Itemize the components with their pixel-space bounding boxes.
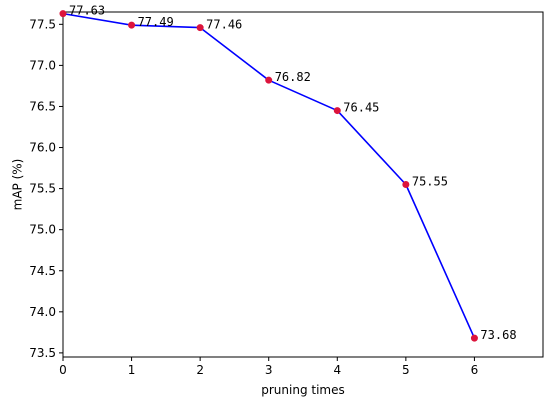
data-point <box>59 10 67 18</box>
data-point <box>470 334 478 342</box>
y-tick-label: 73.5 <box>29 346 56 360</box>
data-label: 77.63 <box>69 4 105 18</box>
y-tick-label: 74.5 <box>29 264 56 278</box>
x-axis-title: pruning times <box>261 383 345 397</box>
x-tick-label: 6 <box>471 363 479 377</box>
data-label: 73.68 <box>480 328 516 342</box>
data-label: 77.49 <box>138 15 174 29</box>
data-label: 77.46 <box>206 18 242 32</box>
data-point <box>128 21 136 29</box>
y-tick-label: 77.5 <box>29 17 56 31</box>
x-tick-label: 5 <box>402 363 410 377</box>
data-point <box>333 107 341 115</box>
x-tick-label: 1 <box>128 363 136 377</box>
data-label: 75.55 <box>412 175 448 189</box>
data-labels-layer: 77.63 77.49 77.46 76.82 76.45 75.55 73.68 <box>69 4 517 342</box>
y-axis: 73.5 74.0 74.5 75.0 75.5 76.0 76.5 77.0 77.5 <box>29 17 63 360</box>
data-point <box>265 76 273 84</box>
plot-area <box>62 11 544 358</box>
y-axis-title: mAP (%) <box>11 159 25 211</box>
y-tick-label: 76.5 <box>29 99 56 113</box>
series-layer <box>59 10 478 342</box>
y-tick-label: 75.5 <box>29 182 56 196</box>
plot-border <box>62 11 544 358</box>
data-label: 76.82 <box>275 70 311 84</box>
y-tick-label: 75.0 <box>29 223 56 237</box>
data-label: 76.45 <box>343 101 379 115</box>
data-point <box>196 24 204 32</box>
y-tick-label: 74.0 <box>29 305 56 319</box>
x-tick-label: 0 <box>59 363 67 377</box>
data-point <box>402 181 410 188</box>
x-tick-label: 4 <box>333 363 341 377</box>
x-tick-label: 3 <box>265 363 273 377</box>
y-tick-label: 76.0 <box>29 141 56 155</box>
x-axis: 0 1 2 3 4 5 6 <box>59 357 478 377</box>
x-tick-label: 2 <box>196 363 204 377</box>
y-tick-label: 77.0 <box>29 58 56 72</box>
